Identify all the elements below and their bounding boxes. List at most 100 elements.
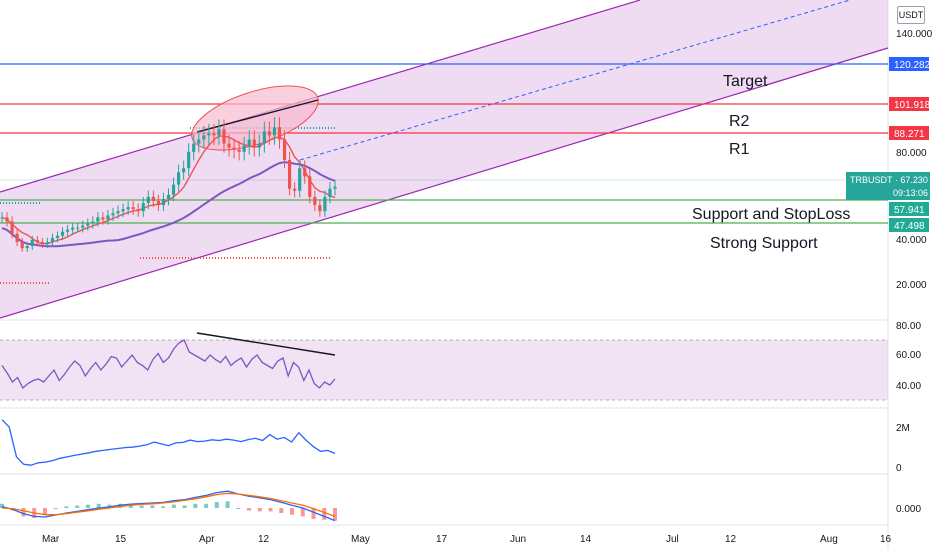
candle-body xyxy=(15,233,19,242)
macd-histogram-bar xyxy=(279,508,284,514)
volume-tick: 0 xyxy=(896,463,902,474)
candle-body xyxy=(217,129,221,136)
macd-histogram-bar xyxy=(171,504,176,508)
rsi-tick: 40.00 xyxy=(896,381,921,392)
candle-body xyxy=(141,203,145,212)
candle-body xyxy=(277,127,282,140)
macd-signal-line xyxy=(1,492,336,518)
price-channel[interactable] xyxy=(0,0,889,319)
candle-body xyxy=(192,143,196,152)
time-tick: 16 xyxy=(880,534,892,545)
candle-body xyxy=(298,168,302,191)
volume-tick: 2M xyxy=(896,423,910,434)
candle-body xyxy=(267,131,272,136)
macd-line xyxy=(1,490,336,522)
macd-histogram-bar xyxy=(268,508,273,512)
candle-body xyxy=(227,143,231,148)
ma-slow-line xyxy=(1,161,336,248)
macd-pane[interactable]: 0.000 xyxy=(0,490,921,522)
macd-histogram-bar xyxy=(225,501,230,508)
candle-body xyxy=(50,237,55,242)
time-tick: 17 xyxy=(436,534,448,545)
time-tick: Aug xyxy=(820,534,838,545)
macd-histogram-bar xyxy=(0,503,4,508)
time-tick: 14 xyxy=(580,534,592,545)
price-tick: 40.000 xyxy=(896,235,927,246)
macd-histogram-bar xyxy=(139,505,144,508)
strong-support-price-tag xyxy=(889,218,929,232)
candle-body xyxy=(111,213,115,216)
macd-histogram-bar xyxy=(300,508,305,517)
candle-body xyxy=(136,209,140,212)
candle-body xyxy=(65,229,70,232)
candle-body xyxy=(197,139,201,144)
candle-body xyxy=(156,201,161,206)
candle-body xyxy=(333,186,337,189)
candle-body xyxy=(232,147,236,150)
candle-body xyxy=(282,139,287,160)
horizontal-levels[interactable] xyxy=(0,63,888,224)
candle-body xyxy=(323,196,327,212)
candle-body xyxy=(106,215,110,220)
candle-body xyxy=(328,188,332,197)
macd-histogram-bar xyxy=(53,508,58,509)
candles xyxy=(0,117,337,252)
candle-body xyxy=(45,242,50,245)
candle-body xyxy=(308,176,312,197)
candle-body xyxy=(252,139,256,148)
strong-support-price-label: 47.498 xyxy=(894,221,925,232)
channel-lower-line xyxy=(0,47,889,319)
macd-histogram-bar xyxy=(257,508,262,512)
candle-body xyxy=(81,225,85,228)
rsi-pane[interactable]: 80.00 60.00 40.00 xyxy=(0,321,921,401)
time-tick: Apr xyxy=(199,534,215,545)
macd-histogram-bar xyxy=(64,506,69,508)
candle-body xyxy=(131,207,135,210)
time-tick: Mar xyxy=(42,534,60,545)
candle-body xyxy=(242,145,246,152)
candle-body xyxy=(287,160,292,189)
volume-pane[interactable]: 2M 0 xyxy=(1,419,910,474)
macd-histogram-bar xyxy=(204,503,209,508)
time-tick: 15 xyxy=(115,534,127,545)
rsi-line xyxy=(1,339,336,390)
candle-body xyxy=(262,131,266,144)
price-trendline xyxy=(196,99,319,133)
price-axis[interactable]: 140.000 80.000 40.000 20.000 120.282 101… xyxy=(846,29,932,291)
macd-histogram-bar xyxy=(290,508,295,515)
currency-badge[interactable]: USDT xyxy=(897,6,925,24)
macd-histogram-bar xyxy=(128,504,133,508)
r1-price-label: 88.271 xyxy=(894,129,925,140)
candle-body xyxy=(20,242,24,249)
annotations[interactable]: Target R2 R1 Support and StopLoss Strong… xyxy=(692,73,850,252)
macd-histogram-bar xyxy=(182,505,187,508)
r2-annotation: R2 xyxy=(729,113,750,130)
time-axis[interactable]: Mar 15 Apr 12 May 17 Jun 14 Jul 12 Aug 1… xyxy=(42,534,892,545)
macd-histogram-bar xyxy=(193,503,198,508)
support-price-tag xyxy=(889,202,929,216)
candle-body xyxy=(303,168,307,177)
candle-body xyxy=(293,188,297,191)
pane-separators xyxy=(0,0,889,550)
r2-price-tag xyxy=(889,97,929,111)
price-tick: 140.000 xyxy=(896,29,932,40)
rsi-tick: 80.00 xyxy=(896,321,921,332)
candle-body xyxy=(10,221,14,234)
candle-body xyxy=(30,239,34,247)
rsi-divergence-line xyxy=(196,332,336,356)
candle-body xyxy=(116,211,120,214)
countdown-label: 09:13:06 xyxy=(893,188,928,198)
candle-body xyxy=(126,207,130,210)
candle-body xyxy=(161,198,166,206)
target-price-label: 120.282 xyxy=(894,60,931,71)
candle-body xyxy=(146,196,150,204)
candle-body xyxy=(207,133,211,136)
macd-histogram-bar xyxy=(333,508,337,521)
strong-support-annotation: Strong Support xyxy=(710,235,818,252)
candle-body xyxy=(237,149,241,152)
macd-histogram-bar xyxy=(214,502,219,508)
candle-body xyxy=(86,223,90,226)
candle-body xyxy=(272,127,277,136)
candle-body xyxy=(76,227,80,229)
